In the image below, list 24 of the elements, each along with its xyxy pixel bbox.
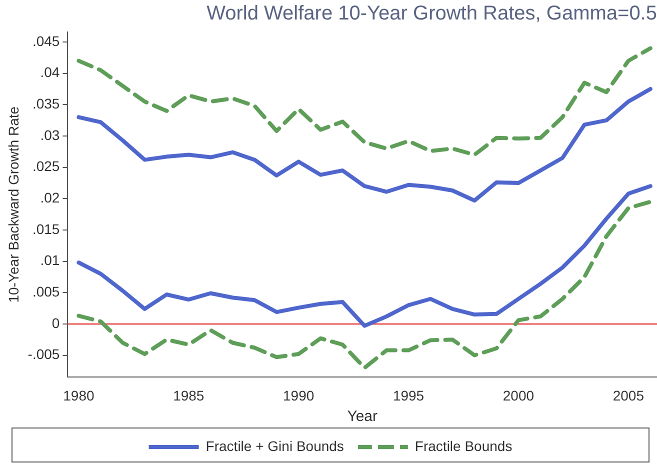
- x-tick-label: 2000: [502, 387, 534, 404]
- y-axis-title: 10-Year Backward Growth Rate: [5, 106, 22, 303]
- x-tick-label: 1985: [173, 387, 204, 404]
- y-tick-label: .005: [32, 283, 60, 300]
- y-tick-label: 0: [52, 314, 60, 331]
- x-tick-label: 1995: [392, 387, 424, 404]
- line-series: [76, 200, 652, 370]
- line-series: [76, 46, 652, 157]
- y-tick-label: .035: [32, 96, 60, 112]
- y-tick-label: .015: [32, 220, 60, 237]
- y-tick-label: .025: [32, 158, 60, 174]
- y-tick-label: .04: [40, 64, 60, 80]
- legend-label: Fractile + Gini Bounds: [206, 438, 344, 454]
- y-tick-label: .02: [40, 190, 60, 206]
- x-axis-title: Year: [347, 408, 378, 426]
- y-tick-label: .045: [32, 32, 60, 49]
- y-tick-label: .03: [40, 126, 60, 143]
- y-tick-label: -.005: [28, 346, 60, 362]
- x-tick-label: 1980: [63, 387, 94, 404]
- y-tick-label: .01: [40, 252, 60, 268]
- chart-title: World Welfare 10-Year Growth Rates, Gamma=0.5: [206, 2, 657, 25]
- x-tick-label: 2005: [612, 387, 644, 404]
- legend-label: Fractile Bounds: [414, 438, 512, 454]
- x-tick-label: 1990: [283, 387, 314, 404]
